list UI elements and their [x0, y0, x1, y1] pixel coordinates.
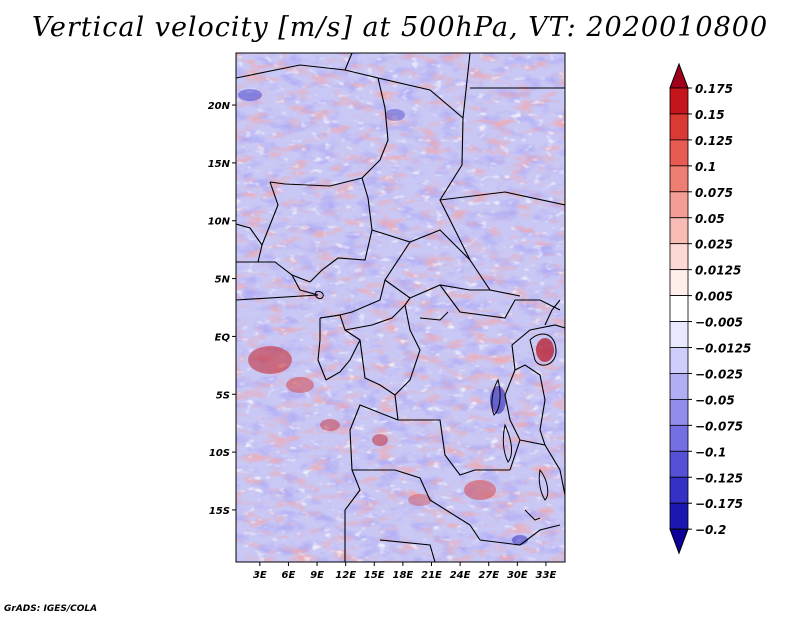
colorbar-label: 0.05	[695, 212, 725, 226]
lat-label: 5S	[216, 390, 230, 401]
colorbar-swatch	[669, 113, 689, 141]
colorbar-swatch	[669, 217, 689, 245]
colorbar-swatch	[669, 165, 689, 193]
colorbar-swatch	[669, 424, 689, 452]
lat-label: 10S	[209, 448, 230, 459]
colorbar-label: −0.125	[695, 471, 743, 485]
strong-updraft-cells	[248, 338, 554, 506]
lat-label: 5N	[215, 275, 231, 286]
colorbar-swatch	[669, 191, 689, 219]
grads-credit: GrADS: IGES/COLA	[4, 604, 98, 614]
colorbar-label: 0.075	[695, 186, 733, 200]
colorbar-label: −0.175	[695, 497, 743, 511]
colorbar-label: −0.075	[695, 419, 743, 433]
colorbar-label: −0.2	[695, 523, 726, 537]
colorbar-label: −0.005	[695, 316, 743, 330]
lon-label: 21E	[421, 570, 442, 581]
colorbar-label: −0.0125	[695, 342, 751, 356]
map-title: Vertical velocity [m/s] at 500hPa, VT: 2…	[31, 12, 769, 43]
lake-outlines	[315, 291, 557, 521]
colorbar: 0.175 0.15 0.125 0.1 0.075 0.05 0.025 0.0125 0.0…	[669, 62, 751, 555]
lon-label: 15E	[364, 570, 385, 581]
colorbar-swatch	[669, 398, 689, 426]
colorbar-label: 0.125	[695, 134, 733, 148]
colorbar-label: 0.1	[695, 160, 716, 174]
colorbar-swatch	[669, 321, 689, 348]
colorbar-label: 0.005	[695, 290, 733, 304]
lat-label: EQ	[215, 332, 231, 343]
lon-label: 18E	[393, 570, 414, 581]
lon-label: 9E	[310, 570, 324, 581]
colorbar-swatch	[669, 450, 689, 478]
lon-label: 24E	[450, 570, 471, 581]
colorbar-label: −0.1	[695, 445, 726, 459]
colorbar-label: 0.0125	[695, 264, 741, 278]
colorbar-min-arrow	[669, 528, 689, 555]
colorbar-swatch	[669, 269, 689, 296]
lat-label: 15N	[208, 159, 231, 170]
lon-label: 12E	[335, 570, 356, 581]
colorbar-label: 0.15	[695, 108, 725, 122]
colorbar-label: 0.175	[695, 82, 733, 96]
colorbar-swatch	[669, 347, 689, 374]
lon-label: 30E	[507, 570, 528, 581]
lat-label: 10N	[208, 217, 231, 228]
colorbar-swatch	[669, 295, 689, 322]
lon-label: 33E	[536, 570, 557, 581]
colorbar-max-arrow	[669, 62, 689, 89]
latitude-axis: 20N 15N 10N 5N EQ 5S 10S 15S	[208, 101, 236, 517]
longitude-axis: 3E 6E 9E 12E 15E 18E 21E 24E 27E 30E 33E	[253, 562, 557, 581]
colorbar-label: −0.05	[695, 393, 735, 407]
vertical-velocity-field	[236, 53, 565, 562]
colorbar-swatch	[669, 87, 689, 115]
lat-label: 15S	[209, 506, 230, 517]
colorbar-swatch	[669, 139, 689, 167]
colorbar-swatch	[669, 476, 689, 504]
colorbar-swatch	[669, 502, 689, 530]
lon-label: 27E	[478, 570, 499, 581]
colorbar-swatch	[669, 373, 689, 400]
colorbar-swatch	[669, 243, 689, 271]
map-frame	[235, 52, 566, 563]
lon-label: 6E	[282, 570, 296, 581]
strong-downdraft-cells	[238, 89, 528, 545]
colorbar-label: 0.025	[695, 238, 733, 252]
colorbar-label: −0.025	[695, 367, 743, 381]
country-borders	[236, 53, 565, 562]
lat-label: 20N	[208, 101, 231, 112]
lon-label: 3E	[253, 570, 267, 581]
